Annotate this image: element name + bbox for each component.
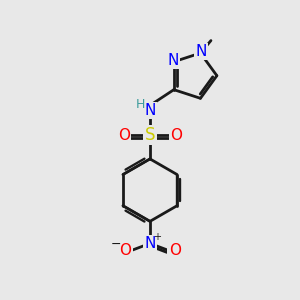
Text: N: N <box>195 44 207 59</box>
Text: N: N <box>144 236 156 251</box>
Text: +: + <box>152 232 160 242</box>
Text: O: O <box>119 243 131 258</box>
Text: N: N <box>168 53 179 68</box>
Text: O: O <box>118 128 130 142</box>
Text: −: − <box>110 238 121 251</box>
Text: O: O <box>170 128 182 142</box>
Text: N: N <box>144 103 156 118</box>
Text: O: O <box>169 243 181 258</box>
Text: S: S <box>145 126 155 144</box>
Text: H: H <box>136 98 145 111</box>
